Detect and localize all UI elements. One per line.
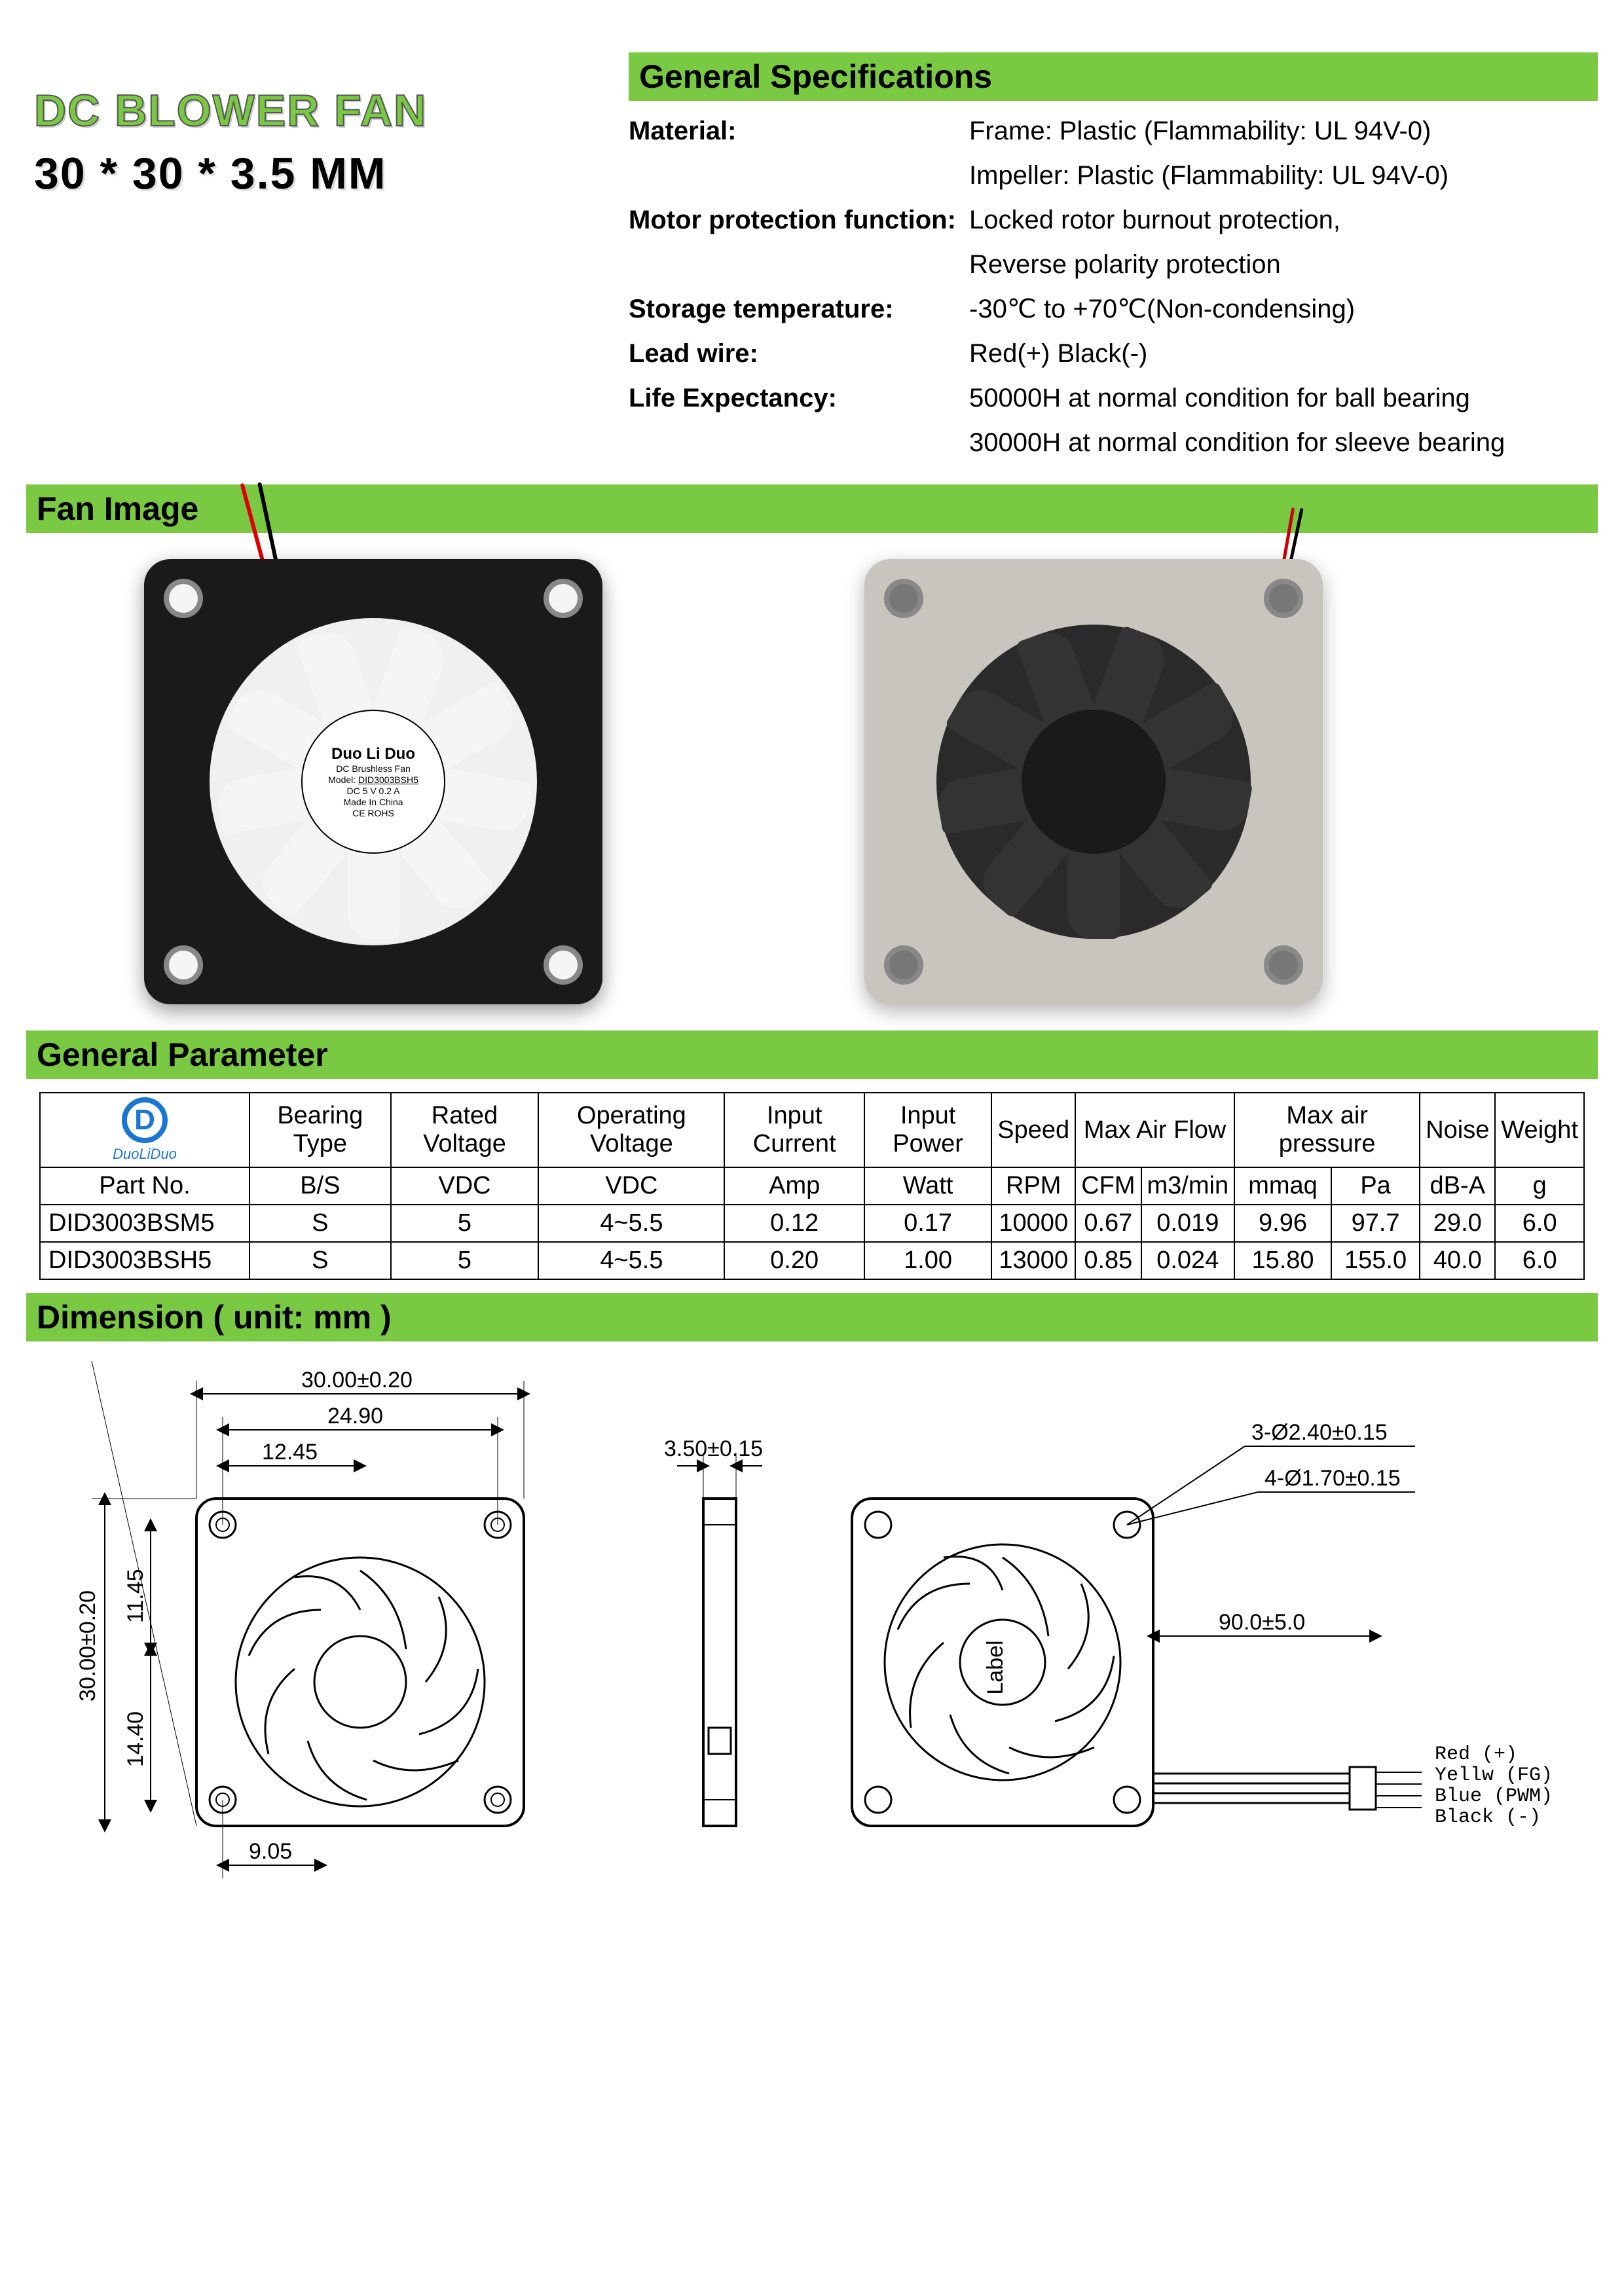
wire-label-red: Red (+)	[1435, 1743, 1517, 1766]
dim-width: 30.00±0.20	[301, 1368, 413, 1393]
dimension-side-view: 3.50±0.15	[638, 1361, 800, 1885]
th-noise: Noise	[1420, 1093, 1495, 1167]
fan-hub-icon	[1022, 710, 1166, 854]
spec-value-material-impeller: Impeller: Plastic (Flammability: UL 94V-…	[969, 153, 1598, 198]
fan-image-back	[864, 559, 1323, 1004]
dim-w2: 24.90	[327, 1404, 383, 1429]
spec-value-storage: -30℃ to +70℃(Non-condensing)	[969, 287, 1598, 331]
logo-cell: D DuoLiDuo	[40, 1093, 249, 1167]
spec-value-material-frame: Frame: Plastic (Flammability: UL 94V-0)	[969, 109, 1598, 153]
dim-h3: 14.40	[123, 1711, 148, 1767]
fan-label-sticker: Duo Li Duo DC Brushless Fan Model: DID30…	[301, 710, 445, 854]
logo-text: DuoLiDuo	[46, 1146, 244, 1163]
th-pressure: Max air pressure	[1234, 1093, 1420, 1167]
logo-icon: D	[122, 1097, 168, 1143]
fan-images: Duo Li Duo DC Brushless Fan Model: DID30…	[26, 533, 1598, 1030]
table-unit-row: Part No. B/S VDC VDC Amp Watt RPM CFM m3…	[40, 1167, 1584, 1205]
table-header-row: D DuoLiDuo Bearing Type Rated Voltage Op…	[40, 1093, 1584, 1167]
th-power: Input Power	[864, 1093, 991, 1167]
th-operating: Operating Voltage	[538, 1093, 724, 1167]
dimension-back-view: Label	[826, 1361, 1559, 1885]
th-bearing: Bearing Type	[249, 1093, 391, 1167]
svg-text:Label: Label	[983, 1640, 1008, 1694]
spec-value-life-1: 50000H at normal condition for ball bear…	[969, 376, 1598, 420]
fan-label-cert: CE ROHS	[352, 808, 394, 819]
fan-label-sub: DC Brushless Fan	[336, 763, 411, 774]
fan-label-dc: DC 5 V 0.2 A	[347, 786, 400, 797]
dim-h4: 9.05	[249, 1839, 292, 1864]
product-dimensions: 30 * 30 * 3.5 MM	[34, 148, 427, 199]
dim-h2: 11.45	[123, 1569, 148, 1623]
wire-label-yellow: Yellw (FG)	[1435, 1764, 1553, 1787]
th-partno: Part No.	[40, 1167, 249, 1205]
spec-label-lead: Lead wire:	[629, 331, 969, 376]
spec-value-life-2: 30000H at normal condition for sleeve be…	[969, 420, 1598, 465]
wire-label-black: Black (-)	[1435, 1806, 1541, 1829]
section-header-params: General Parameter	[26, 1030, 1598, 1079]
dimension-front-view: 30.00±0.20 24.90 12.45 30.00±0.20 11.45 …	[65, 1361, 612, 1885]
section-header-specs: General Specifications	[629, 52, 1598, 101]
fan-image-front: Duo Li Duo DC Brushless Fan Model: DID30…	[144, 559, 602, 1004]
table-row: DID3003BSH5 S 5 4~5.5 0.20 1.00 13000 0.…	[40, 1242, 1584, 1279]
th-weight: Weight	[1495, 1093, 1584, 1167]
dimension-drawings: 30.00±0.20 24.90 12.45 30.00±0.20 11.45 …	[26, 1341, 1598, 1904]
th-current: Input Current	[724, 1093, 864, 1167]
product-title: DC BLOWER FAN	[34, 85, 427, 136]
spec-label-life: Life Expectancy:	[629, 376, 969, 420]
spec-value-motor-1: Locked rotor burnout protection,	[969, 198, 1598, 242]
spec-value-lead: Red(+) Black(-)	[969, 331, 1598, 376]
spec-label-material: Material:	[629, 109, 969, 153]
dim-w3: 12.45	[262, 1440, 318, 1465]
title-block: DC BLOWER FAN 30 * 30 * 3.5 MM	[34, 85, 427, 199]
fan-label-brand: Duo Li Duo	[331, 745, 415, 764]
spec-label-storage: Storage temperature:	[629, 287, 969, 331]
th-speed: Speed	[991, 1093, 1075, 1167]
wire-label-blue: Blue (PWM)	[1435, 1785, 1553, 1808]
dim-hole-d1: 3-Ø2.40±0.15	[1251, 1420, 1388, 1445]
th-rated: Rated Voltage	[391, 1093, 539, 1167]
spec-label-motor: Motor protection function:	[629, 198, 969, 242]
parameter-table: D DuoLiDuo Bearing Type Rated Voltage Op…	[39, 1092, 1585, 1280]
fan-label-made: Made In China	[343, 797, 403, 808]
dim-height: 30.00±0.20	[75, 1590, 100, 1702]
spec-value-motor-2: Reverse polarity protection	[969, 242, 1598, 287]
dim-thickness: 3.50±0.15	[664, 1436, 763, 1461]
section-header-dimension: Dimension ( unit: mm )	[26, 1293, 1598, 1341]
specs-grid: Material: Frame: Plastic (Flammability: …	[629, 109, 1598, 465]
dim-hole-d2: 4-Ø1.70±0.15	[1264, 1466, 1401, 1491]
dim-lead: 90.0±5.0	[1219, 1610, 1305, 1635]
table-row: DID3003BSM5 S 5 4~5.5 0.12 0.17 10000 0.…	[40, 1205, 1584, 1242]
th-airflow: Max Air Flow	[1075, 1093, 1234, 1167]
